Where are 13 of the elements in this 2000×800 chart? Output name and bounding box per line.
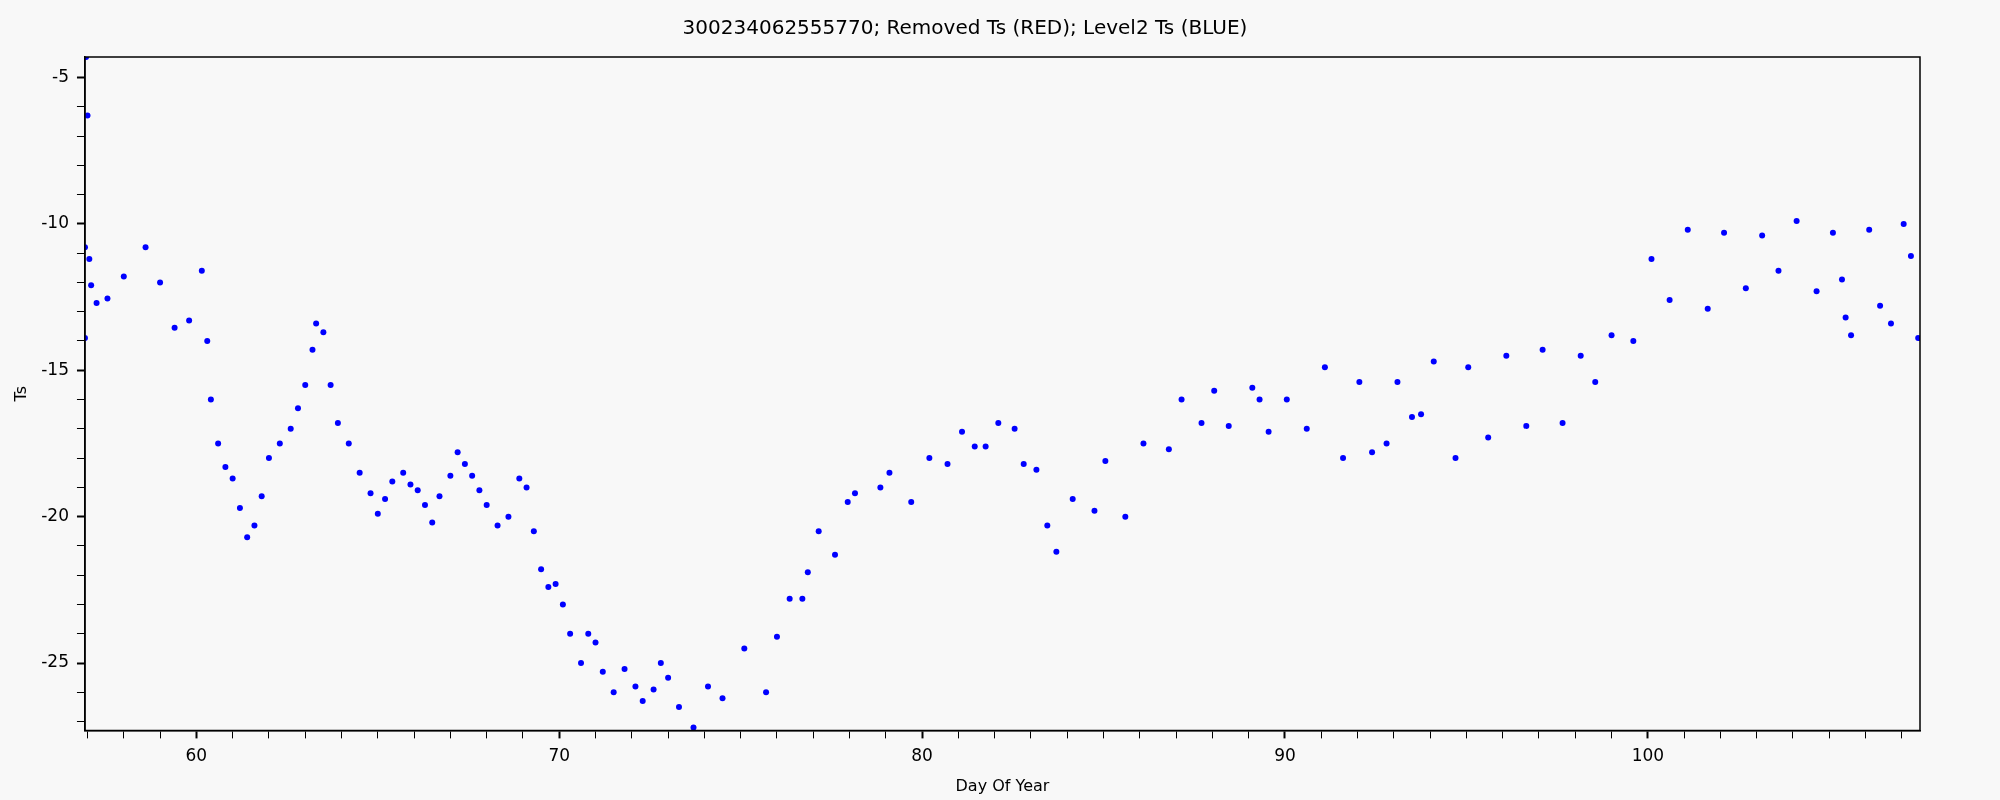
y-axis-title: Ts [10, 385, 30, 403]
x-tick-label: 60 [185, 745, 208, 766]
y-tick-label: -15 [41, 358, 69, 379]
y-tick-label: -10 [41, 212, 69, 233]
y-tick-label: -5 [52, 65, 69, 86]
x-tick-label: 100 [1631, 745, 1665, 766]
x-tick-label: 80 [911, 745, 933, 766]
x-tick-label: 70 [548, 745, 571, 766]
y-tick-label: -25 [41, 651, 69, 672]
y-tick-label: -20 [41, 505, 69, 526]
chart-title: 300234062555770; Removed Ts (RED); Level2 Ts (BLUE) [682, 15, 1248, 40]
x-tick-label: 90 [1274, 745, 1296, 766]
x-axis-title: Day Of Year [955, 775, 1050, 795]
